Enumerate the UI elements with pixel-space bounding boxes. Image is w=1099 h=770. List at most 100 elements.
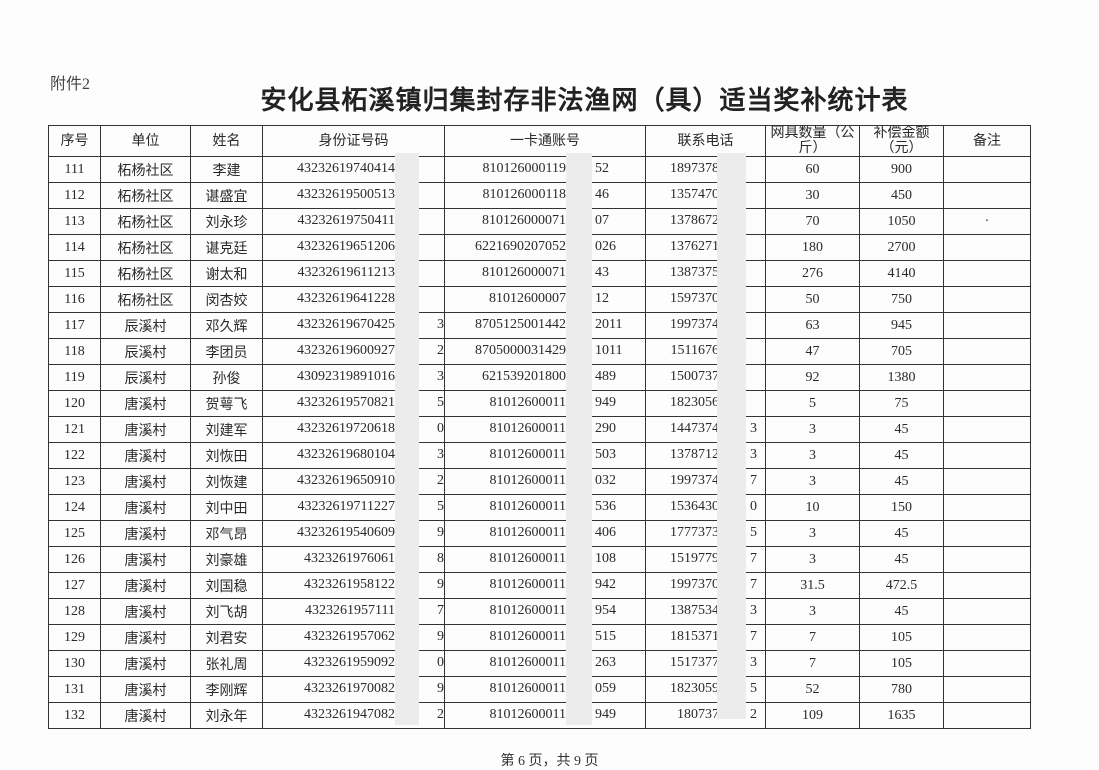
- cell-no: 129: [48, 624, 101, 651]
- table-row: 111 柘杨社区 李建 43232619740414 810126000119 52 189…: [48, 156, 1031, 183]
- cell-no: 115: [48, 260, 101, 287]
- cell-no: 118: [48, 338, 101, 365]
- cell-phone: 1447374 3: [645, 416, 766, 443]
- cell-id-visible-prefix: 4323261959092: [304, 655, 395, 670]
- cell-unit: 唐溪村: [100, 702, 191, 729]
- cell-phone-visible-suffix: 3: [750, 447, 757, 462]
- cell-unit: 唐溪村: [100, 494, 191, 521]
- cell-phone: 1823056: [645, 390, 766, 417]
- cell-qty: 109: [765, 702, 860, 729]
- cell-unit: 唐溪村: [100, 390, 191, 417]
- cell-id-visible-prefix: 43232619600927: [297, 343, 395, 358]
- cell-phone-visible-suffix: 7: [750, 577, 757, 592]
- cell-account: 810126000071 43: [444, 260, 646, 287]
- cell-unit: 唐溪村: [100, 676, 191, 703]
- cell-id-visible-prefix: 43232619651206: [297, 239, 395, 254]
- cell-account: 81012600011 032: [444, 468, 646, 495]
- cell-no: 127: [48, 572, 101, 599]
- cell-phone-visible-prefix: 1387534: [670, 603, 719, 618]
- cell-qty: 50: [765, 286, 860, 313]
- cell-amount: 150: [859, 494, 944, 521]
- cell-account: 810126000118 46: [444, 182, 646, 209]
- cell-id-visible-prefix: 43232619740414: [297, 161, 395, 176]
- cell-id-visible-prefix: 4323261976061: [304, 551, 395, 566]
- cell-remark: [943, 416, 1031, 443]
- cell-phone-visible-prefix: 1823056: [670, 395, 719, 410]
- cell-account-visible-prefix: 81012600011: [489, 577, 566, 592]
- cell-remark: [943, 520, 1031, 547]
- cell-id-visible-suffix: 2: [437, 473, 444, 488]
- cell-no: 119: [48, 364, 101, 391]
- cell-name: 刘恢田: [190, 442, 263, 469]
- cell-id-visible-suffix: 9: [437, 681, 444, 696]
- cell-id-visible-suffix: 9: [437, 577, 444, 592]
- table-row: 119 辰溪村 孙俊 43092319891016 3 621539201800 489 15…: [48, 364, 1031, 391]
- cell-phone-visible-suffix: 7: [750, 473, 757, 488]
- cell-no: 114: [48, 234, 101, 261]
- cell-phone: 180737 2: [645, 702, 766, 729]
- cell-phone: 1536430 0: [645, 494, 766, 521]
- page-footer: 第 6 页，共 9 页: [500, 754, 599, 769]
- cell-unit: 柘杨社区: [100, 208, 191, 235]
- cell-id-visible-prefix: 43232619500513: [297, 187, 395, 202]
- cell-no: 131: [48, 676, 101, 703]
- header-unit: 单位: [100, 125, 191, 157]
- cell-account-visible-suffix: 12: [595, 291, 609, 306]
- cell-name: 刘豪雄: [190, 546, 263, 573]
- cell-account: 8705000031429 1011: [444, 338, 646, 365]
- compensation-table: 序号 单位 姓名 身份证号码 一卡通账号 联系电话 网具数量（公斤） 补偿金额（…: [48, 125, 1031, 729]
- cell-account-visible-prefix: 81012600011: [489, 447, 566, 462]
- cell-name: 贺萼飞: [190, 390, 263, 417]
- cell-phone-visible-prefix: 1897378: [670, 161, 719, 176]
- cell-remark: [943, 650, 1031, 677]
- cell-name: 刘中田: [190, 494, 263, 521]
- cell-account: 81012600011 290: [444, 416, 646, 443]
- cell-amount: 2700: [859, 234, 944, 261]
- cell-phone-visible-prefix: 1815371: [670, 629, 719, 644]
- cell-phone-visible-prefix: 1519779: [670, 551, 719, 566]
- cell-qty: 180: [765, 234, 860, 261]
- cell-id-visible-suffix: 5: [437, 395, 444, 410]
- table-row: 124 唐溪村 刘中田 43232619711227 5 81012600011 536 15…: [48, 494, 1031, 521]
- cell-account-visible-suffix: 949: [595, 395, 616, 410]
- cell-no: 116: [48, 286, 101, 313]
- header-qty: 网具数量（公斤）: [765, 125, 860, 157]
- cell-phone-visible-prefix: 1997374: [670, 473, 719, 488]
- cell-account: 81012600011 949: [444, 390, 646, 417]
- cell-account-visible-prefix: 81012600011: [489, 629, 566, 644]
- cell-id-visible-prefix: 43232619540609: [297, 525, 395, 540]
- cell-qty: 5: [765, 390, 860, 417]
- cell-qty: 3: [765, 468, 860, 495]
- cell-phone: 1376271: [645, 234, 766, 261]
- cell-account-visible-suffix: 406: [595, 525, 616, 540]
- cell-account-visible-prefix: 810126000118: [482, 187, 566, 202]
- cell-no: 121: [48, 416, 101, 443]
- cell-phone-visible-suffix: 3: [750, 655, 757, 670]
- cell-phone: 1823059 5: [645, 676, 766, 703]
- cell-account: 810126000119 52: [444, 156, 646, 183]
- cell-name: 谌盛宜: [190, 182, 263, 209]
- cell-id-visible-suffix: 2: [437, 707, 444, 722]
- header-remark: 备注: [943, 125, 1031, 157]
- table-row: 114 柘杨社区 谌克廷 43232619651206 6221690207052 026…: [48, 234, 1031, 261]
- cell-account: 6221690207052 026: [444, 234, 646, 261]
- table-row: 132 唐溪村 刘永年 4323261947082 2 81012600011 949 180…: [48, 702, 1031, 729]
- cell-name: 邓气昂: [190, 520, 263, 547]
- cell-phone-visible-prefix: 1997370: [670, 577, 719, 592]
- cell-account-visible-prefix: 81012600011: [489, 551, 566, 566]
- cell-account-visible-suffix: 954: [595, 603, 616, 618]
- cell-phone-visible-suffix: 0: [750, 499, 757, 514]
- cell-amount: 75: [859, 390, 944, 417]
- cell-account-visible-suffix: 489: [595, 369, 616, 384]
- cell-remark: [943, 260, 1031, 287]
- cell-id-visible-prefix: 4323261957062: [304, 629, 395, 644]
- cell-account-visible-prefix: 810126000071: [482, 265, 566, 280]
- cell-remark: [943, 364, 1031, 391]
- document-title: 安化县柘溪镇归集封存非法渔网（具）适当奖补统计表: [260, 86, 909, 115]
- cell-qty: 52: [765, 676, 860, 703]
- cell-account-visible-suffix: 026: [595, 239, 616, 254]
- cell-id-visible-prefix: 43232619711227: [297, 499, 395, 514]
- cell-amount: 1380: [859, 364, 944, 391]
- cell-name: 张礼周: [190, 650, 263, 677]
- cell-qty: 3: [765, 442, 860, 469]
